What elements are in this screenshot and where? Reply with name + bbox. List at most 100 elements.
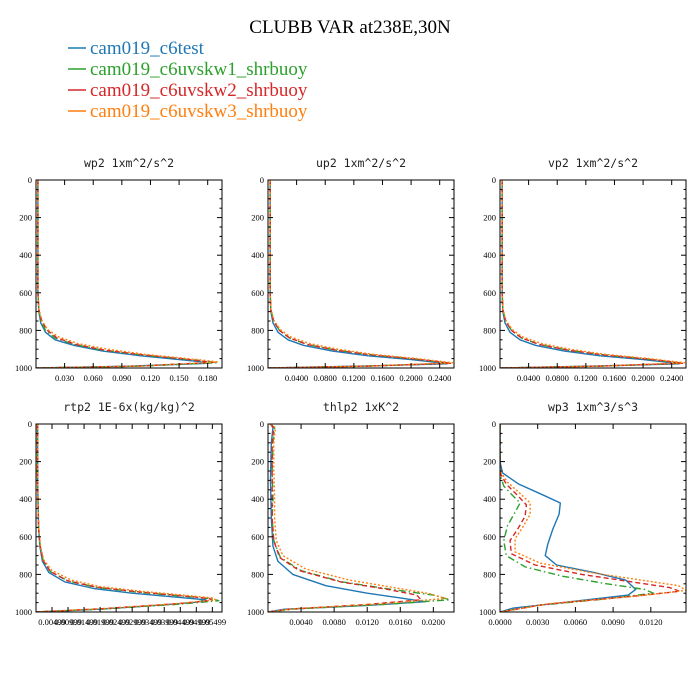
x-tick-label: 0.180 <box>198 373 217 383</box>
y-tick-label: 400 <box>483 494 496 504</box>
y-tick-label: 600 <box>19 288 32 298</box>
x-tick-label: 0.01999 <box>86 617 114 627</box>
x-tick-label: 0.02999 <box>118 617 146 627</box>
x-tick-label: 0.05499 <box>199 617 227 627</box>
plot-frame <box>35 423 223 613</box>
x-tick-label: 0.0800 <box>546 373 569 383</box>
y-tick-label: 200 <box>19 213 32 223</box>
y-tick-label: 0 <box>260 175 264 185</box>
plot-frame <box>499 423 687 613</box>
x-tick-label: 0.0040 <box>289 617 312 627</box>
panel-title: rtp2 1E-6x(kg/kg)^2 <box>63 400 195 414</box>
y-tick-label: 800 <box>483 325 496 335</box>
figure-title: CLUBB VAR at238E,30N <box>249 17 451 38</box>
x-tick-label: 0.1200 <box>574 373 597 383</box>
x-tick-label: 0.0160 <box>389 617 412 627</box>
y-tick-label: 600 <box>19 532 32 542</box>
x-tick-label: 0.150 <box>170 373 189 383</box>
series-group <box>500 424 686 612</box>
y-tick-label: 0 <box>492 419 496 429</box>
series-line <box>36 180 218 368</box>
y-tick-label: 1000 <box>15 363 32 373</box>
series-line <box>36 424 207 612</box>
series-line <box>268 424 422 612</box>
x-tick-label: 0.0200 <box>422 617 445 627</box>
x-tick-label: 0.00499 <box>38 617 66 627</box>
series-line <box>268 180 452 368</box>
series-line <box>500 424 681 612</box>
y-tick-label: 1000 <box>479 607 496 617</box>
y-tick-label: 400 <box>483 250 496 260</box>
y-tick-label: 200 <box>483 457 496 467</box>
y-tick-label: 0 <box>28 175 32 185</box>
series-line <box>268 424 426 612</box>
x-tick-label: 0.0090 <box>601 617 624 627</box>
x-tick-label: 0.00999 <box>54 617 82 627</box>
series-line <box>500 424 655 612</box>
y-tick-label: 400 <box>19 494 32 504</box>
y-tick-label: 400 <box>251 494 264 504</box>
panel-title: up2 1xm^2/s^2 <box>316 156 406 170</box>
y-tick-label: 0 <box>260 419 264 429</box>
legend-label: cam019_c6test <box>90 38 205 59</box>
x-tick-label: 0.0080 <box>322 617 345 627</box>
y-tick-label: 1000 <box>15 607 32 617</box>
y-tick-label: 1000 <box>247 607 264 617</box>
series-line <box>36 424 220 612</box>
y-tick-label: 800 <box>19 325 32 335</box>
x-tick-label: 0.1600 <box>603 373 626 383</box>
series-group <box>36 180 218 368</box>
panel: up2 1xm^2/s^2 0 200 400 600 800 1000 0.0400 0.08… <box>247 156 455 383</box>
x-tick-label: 0.04999 <box>183 617 211 627</box>
y-tick-label: 200 <box>251 213 264 223</box>
y-tick-label: 600 <box>251 288 264 298</box>
x-tick-label: 0.120 <box>141 373 160 383</box>
panel: wp2 1xm^2/s^2 0 200 400 600 800 1000 0.030 0.060… <box>15 156 223 383</box>
series-line <box>500 424 686 612</box>
x-tick-label: 0.0400 <box>285 373 308 383</box>
series-group <box>268 424 451 612</box>
x-tick-label: 0.0060 <box>564 617 587 627</box>
y-tick-label: 800 <box>251 325 264 335</box>
panel-title: thlp2 1xK^2 <box>323 400 399 414</box>
x-tick-label: 0.1600 <box>371 373 394 383</box>
x-tick-label: 0.04499 <box>166 617 194 627</box>
series-line <box>268 180 454 368</box>
x-tick-label: 0.03499 <box>134 617 162 627</box>
panel: rtp2 1E-6x(kg/kg)^2 0 200 400 600 800 1000 0.00… <box>15 400 226 627</box>
series-line <box>500 424 637 612</box>
panels: wp2 1xm^2/s^2 0 200 400 600 800 1000 0.030 0.060… <box>15 156 687 627</box>
series-line <box>36 424 217 612</box>
y-tick-label: 800 <box>483 569 496 579</box>
y-tick-label: 800 <box>251 569 264 579</box>
y-tick-label: 200 <box>483 213 496 223</box>
y-tick-label: 400 <box>19 250 32 260</box>
series-group <box>268 180 454 368</box>
x-tick-label: 0.060 <box>84 373 103 383</box>
x-tick-label: 0.2000 <box>399 373 422 383</box>
legend-label: cam019_c6uvskw1_shrbuoy <box>90 59 308 80</box>
y-tick-label: 600 <box>483 532 496 542</box>
y-tick-label: 200 <box>251 457 264 467</box>
x-tick-label: 0.0030 <box>526 617 549 627</box>
series-group <box>36 424 220 612</box>
y-tick-label: 600 <box>483 288 496 298</box>
x-tick-label: 0.03999 <box>150 617 178 627</box>
x-tick-label: 0.0400 <box>517 373 540 383</box>
series-line <box>268 424 451 612</box>
y-tick-label: 200 <box>19 457 32 467</box>
legend: cam019_c6testcam019_c6uvskw1_shrbuoycam0… <box>68 38 308 122</box>
series-line <box>500 180 684 368</box>
x-tick-label: 0.090 <box>112 373 131 383</box>
panel-title: vp2 1xm^2/s^2 <box>548 156 638 170</box>
y-tick-label: 400 <box>251 250 264 260</box>
x-tick-label: 0.02499 <box>102 617 130 627</box>
x-tick-label: 0.030 <box>55 373 74 383</box>
legend-label: cam019_c6uvskw2_shrbuoy <box>90 80 308 101</box>
x-tick-label: 0.2000 <box>631 373 654 383</box>
series-line <box>36 424 214 612</box>
y-tick-label: 0 <box>492 175 496 185</box>
y-tick-label: 800 <box>19 569 32 579</box>
